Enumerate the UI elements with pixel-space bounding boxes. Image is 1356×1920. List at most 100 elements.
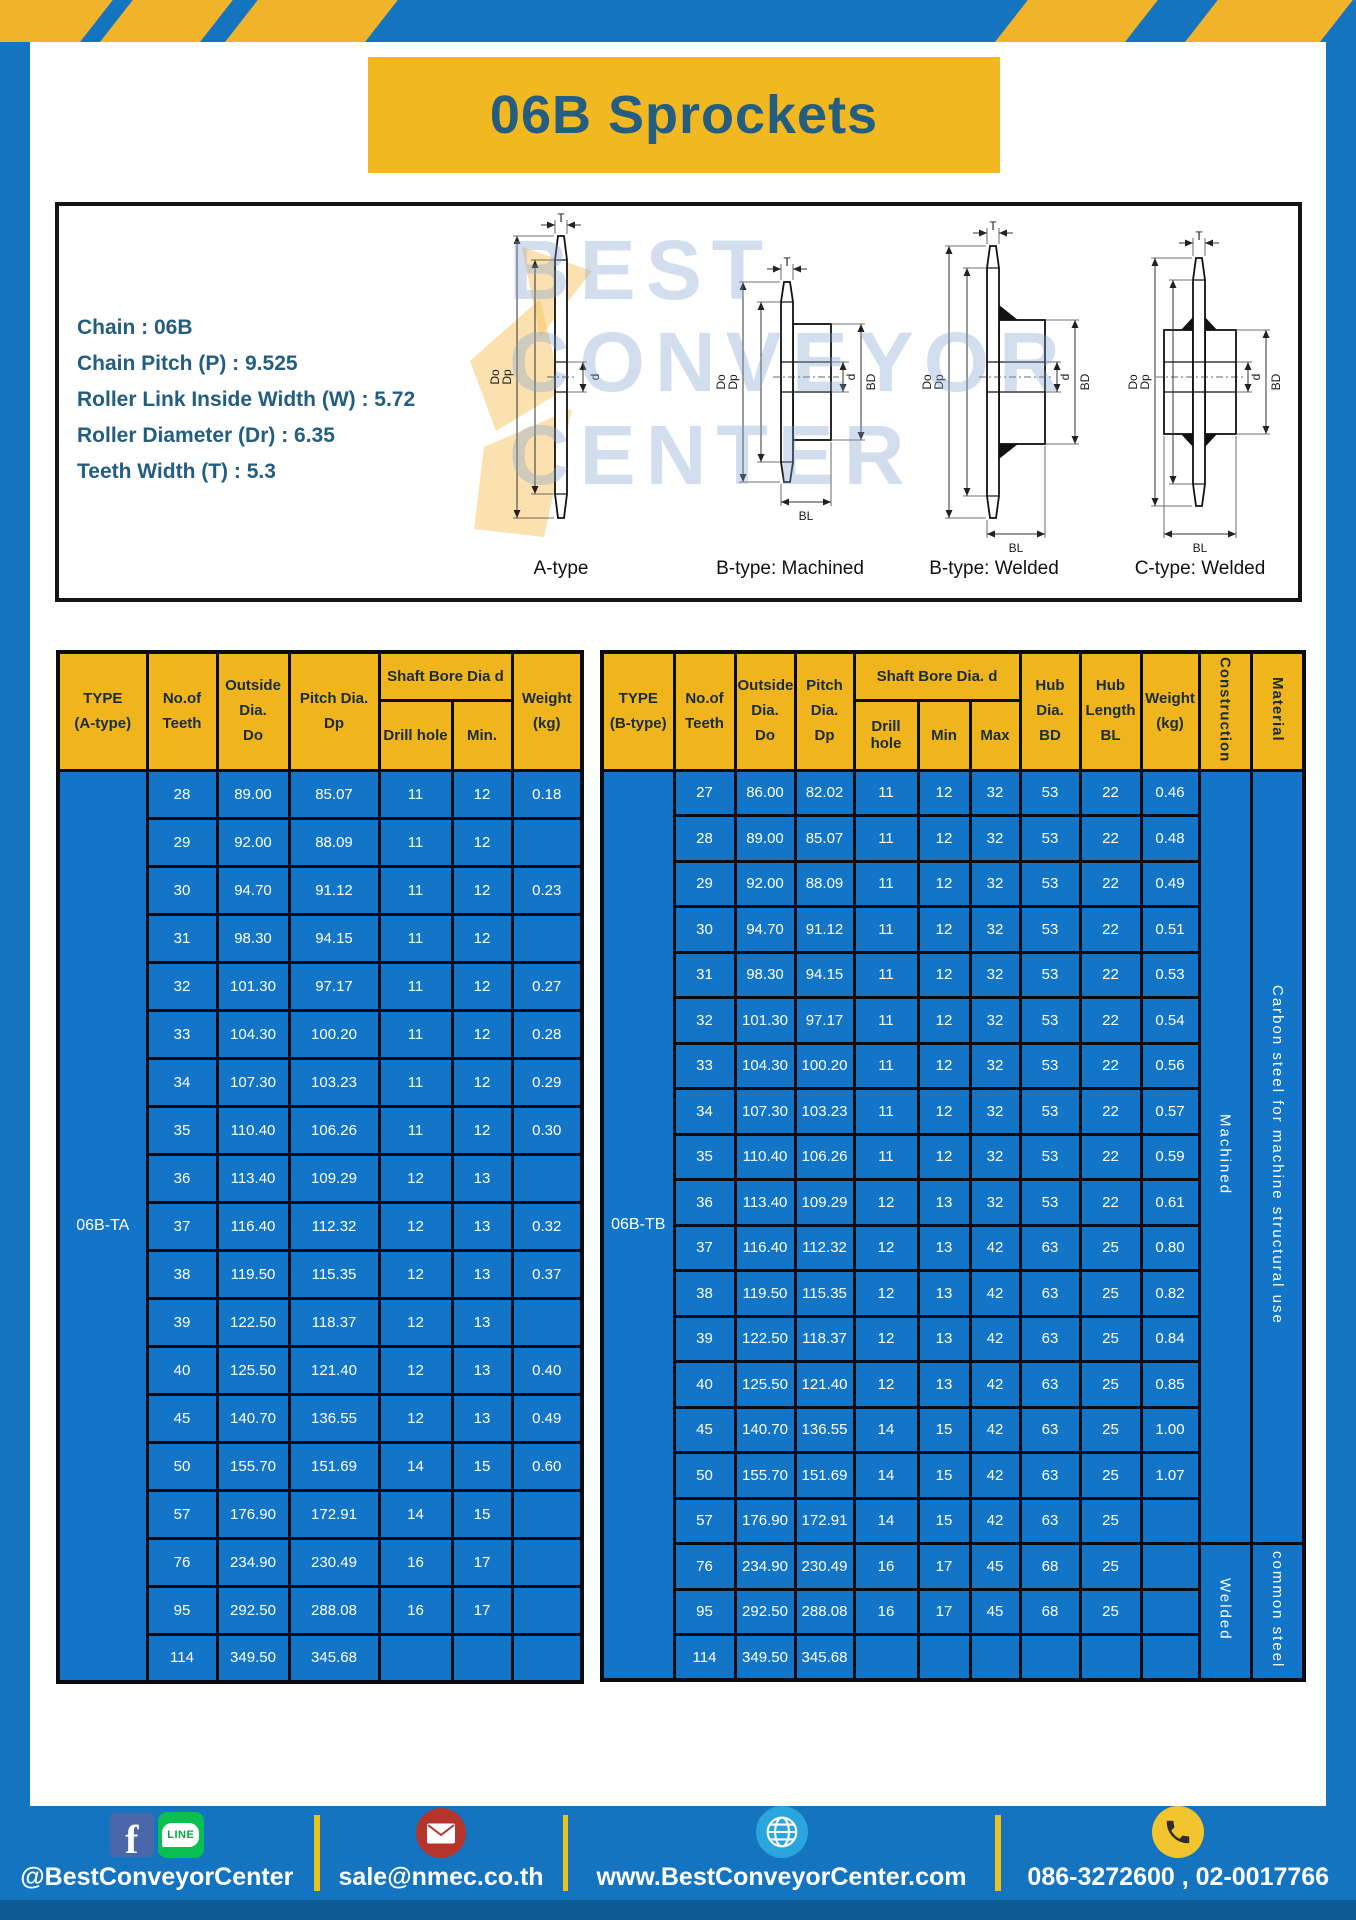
table-b-row: 33 104.30 100.20 11 12 32 53 22 0.56	[602, 1041, 1304, 1090]
cell-weight: 0.18	[510, 768, 584, 820]
cell-pitch-dia: 345.68	[793, 1633, 856, 1682]
content-area: 06B Sprockets Chain : 06B Chain Pitch (P…	[30, 42, 1326, 1806]
cell-outside-dia: 92.00	[733, 859, 797, 908]
cell-outside-dia: 140.70	[215, 1392, 291, 1444]
cell-outside-dia: 116.40	[733, 1223, 797, 1272]
cell-drill-hole: 12	[377, 1392, 454, 1444]
cell-hub-length: 25	[1078, 1451, 1143, 1500]
cell-min-bore: 13	[450, 1296, 514, 1348]
cell-weight: 0.54	[1139, 996, 1201, 1045]
cell-weight: 0.57	[1139, 1087, 1201, 1136]
cell-weight	[1139, 1496, 1201, 1545]
cell-outside-dia: 176.90	[215, 1488, 291, 1540]
construction-label-text: Machined	[1216, 1114, 1234, 1196]
cell-outside-dia: 113.40	[733, 1178, 797, 1227]
dim-label-BL: BL	[799, 509, 814, 523]
cell-drill-hole: 14	[852, 1496, 920, 1545]
cell-weight: 0.28	[510, 1008, 584, 1060]
col-header-pitch-dia: Pitch Dia. Dp	[793, 650, 856, 772]
cell-outside-dia: 98.30	[733, 950, 797, 999]
cell-min-bore: 12	[450, 1008, 514, 1060]
cell-drill-hole: 11	[377, 1104, 454, 1156]
cell-min-bore: 13	[450, 1248, 514, 1300]
cell-weight	[510, 1152, 584, 1204]
cell-outside-dia: 86.00	[733, 768, 797, 817]
diagonal-stripe	[0, 0, 113, 42]
cell-hub-length: 25	[1078, 1405, 1143, 1454]
cell-outside-dia: 110.40	[215, 1104, 291, 1156]
header-line: Pitch	[806, 677, 843, 695]
col-header-drill-hole: Drill hole	[852, 698, 920, 772]
cell-min-bore: 12	[916, 814, 972, 863]
cell-teeth: 50	[145, 1440, 219, 1492]
page-title: 06B Sprockets	[489, 85, 879, 145]
cell-drill-hole: 16	[852, 1542, 920, 1591]
cell-outside-dia: 101.30	[733, 996, 797, 1045]
cell-weight: 0.85	[1139, 1360, 1201, 1409]
dim-label-BD: BD	[1078, 373, 1092, 390]
header-line: Construction	[1216, 656, 1234, 762]
cell-weight	[510, 1536, 584, 1588]
dim-label-T: T	[783, 255, 791, 269]
table-b-row: 35 110.40 106.26 11 12 32 53 22 0.59	[602, 1132, 1304, 1181]
title-banner: 06B Sprockets	[368, 57, 1000, 173]
cell-pitch-dia: 345.68	[287, 1632, 381, 1684]
cell-teeth: 76	[145, 1536, 219, 1588]
cell-hub-dia: 63	[1018, 1451, 1082, 1500]
cell-drill-hole: 16	[377, 1584, 454, 1636]
table-b-row: 39 122.50 118.37 12 13 42 63 25 0.84	[602, 1314, 1304, 1363]
footer-separator	[994, 1815, 1001, 1891]
type-label: 06B-TA	[56, 768, 149, 1684]
cell-drill-hole: 12	[377, 1152, 454, 1204]
header-line: Dia.	[1036, 702, 1064, 720]
cell-pitch-dia: 109.29	[793, 1178, 856, 1227]
cell-outside-dia: 122.50	[215, 1296, 291, 1348]
table-a-row: 40 125.50 121.40 12 13 0.40	[58, 1344, 584, 1396]
cell-max-bore: 32	[968, 950, 1022, 999]
cell-outside-dia: 125.50	[733, 1360, 797, 1409]
cell-outside-dia: 92.00	[215, 816, 291, 868]
table-b-row: 36 113.40 109.29 12 13 32 53 22 0.61	[602, 1178, 1304, 1227]
dim-label-BD: BD	[864, 373, 878, 390]
cell-weight	[510, 1296, 584, 1348]
dim-label-Do: Do	[920, 374, 934, 390]
dim-label-Dp: Dp	[500, 369, 514, 385]
cell-hub-length: 25	[1078, 1314, 1143, 1363]
cell-min-bore: 13	[916, 1314, 972, 1363]
footer-website: www.BestConveyorCenter.com	[596, 1863, 967, 1891]
cell-outside-dia: 89.00	[733, 814, 797, 863]
cell-weight: 0.46	[1139, 768, 1201, 817]
cell-weight	[510, 912, 584, 964]
col-header-weight: Weight (kg)	[510, 650, 584, 772]
cell-min-bore: 13	[450, 1200, 514, 1252]
cell-drill-hole: 11	[377, 912, 454, 964]
cell-pitch-dia: 112.32	[793, 1223, 856, 1272]
col-header-hub-length: Hub Length BL	[1078, 650, 1143, 772]
header-line: Dia.	[810, 702, 839, 720]
cell-hub-dia: 53	[1018, 814, 1082, 863]
diagonal-stripe	[225, 0, 398, 42]
footer-bar: f LINE @BestConveyorCenter sale@nmec.co.…	[0, 1806, 1356, 1900]
cell-min-bore: 12	[450, 960, 514, 1012]
cell-drill-hole: 11	[377, 768, 454, 820]
spec-line: Teeth Width (T) : 5.3	[77, 460, 276, 483]
dim-label-d: d	[1058, 374, 1072, 381]
cell-weight	[510, 1632, 584, 1684]
dim-label-BL: BL	[1009, 541, 1024, 555]
cell-drill-hole: 11	[852, 814, 920, 863]
cell-pitch-dia: 230.49	[287, 1536, 381, 1588]
cell-drill-hole: 11	[377, 864, 454, 916]
cell-outside-dia: 349.50	[733, 1633, 797, 1682]
cell-min-bore: 12	[916, 905, 972, 954]
cell-min-bore: 12	[916, 950, 972, 999]
cell-min-bore: 17	[916, 1587, 972, 1636]
table-a-row: 57 176.90 172.91 14 15	[58, 1488, 584, 1540]
cell-hub-length: 22	[1078, 859, 1143, 908]
col-header-weight: Weight (kg)	[1139, 650, 1201, 772]
dim-label-d: d	[1249, 374, 1263, 381]
cell-min-bore: 15	[916, 1496, 972, 1545]
cell-weight: 1.07	[1139, 1451, 1201, 1500]
diagram-label-c-welded: C-type: Welded	[1134, 558, 1266, 579]
cell-min-bore	[450, 1632, 514, 1684]
